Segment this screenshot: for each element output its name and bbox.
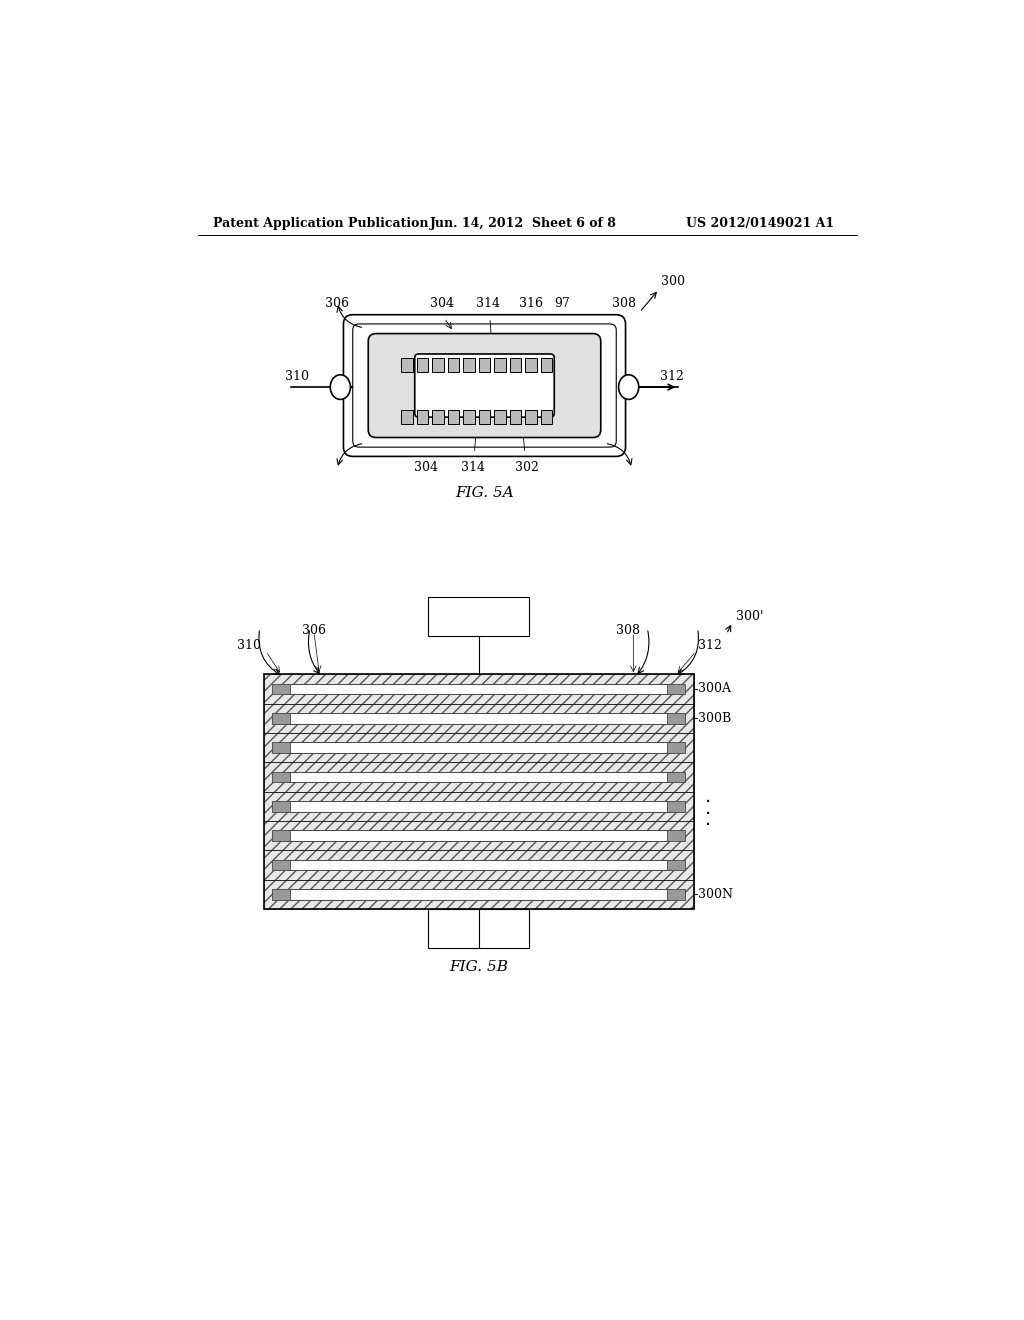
Bar (541, 411, 552, 424)
Bar (478, 411, 490, 424)
Ellipse shape (331, 375, 350, 400)
FancyBboxPatch shape (369, 334, 601, 437)
Bar (447, 358, 460, 372)
Text: 314: 314 (476, 297, 501, 310)
Text: 308: 308 (612, 297, 636, 310)
Text: 310: 310 (285, 370, 309, 383)
Text: 300B: 300B (697, 711, 731, 725)
FancyBboxPatch shape (352, 323, 616, 447)
Bar (667, 772, 685, 783)
Text: FIG. 5B: FIG. 5B (450, 960, 508, 974)
Text: 304: 304 (415, 461, 438, 474)
Text: Jun. 14, 2012  Sheet 6 of 8: Jun. 14, 2012 Sheet 6 of 8 (430, 218, 617, 231)
Bar (288, 684, 670, 694)
Bar (263, 675, 693, 909)
Text: .: . (705, 787, 711, 807)
Bar (417, 411, 428, 424)
Bar (263, 880, 693, 909)
Bar (432, 358, 443, 372)
Bar (272, 684, 290, 694)
Bar (263, 792, 693, 821)
Bar (667, 713, 685, 723)
Bar (272, 742, 290, 752)
Bar (495, 358, 506, 372)
Text: 310: 310 (238, 639, 261, 652)
Ellipse shape (618, 375, 639, 400)
Bar (428, 598, 529, 636)
Text: 312: 312 (697, 639, 722, 652)
Bar (401, 358, 413, 372)
FancyBboxPatch shape (343, 314, 626, 457)
Text: Patent Application Publication: Patent Application Publication (213, 218, 429, 231)
Bar (447, 411, 460, 424)
Bar (525, 358, 537, 372)
Bar (288, 742, 670, 752)
Text: 300N: 300N (697, 888, 732, 902)
Bar (667, 684, 685, 694)
Bar (288, 772, 670, 783)
Bar (667, 742, 685, 752)
Bar (288, 859, 670, 870)
Text: 300A: 300A (697, 682, 731, 696)
Text: 300': 300' (736, 610, 764, 623)
Bar (525, 411, 537, 424)
Text: 316: 316 (519, 297, 543, 310)
Text: .: . (705, 799, 711, 817)
Bar (288, 801, 670, 812)
Bar (417, 358, 428, 372)
Bar (401, 411, 413, 424)
Bar (272, 830, 290, 841)
Bar (541, 358, 552, 372)
Bar (478, 358, 490, 372)
Text: 306: 306 (302, 624, 326, 638)
Text: US 2012/0149021 A1: US 2012/0149021 A1 (686, 218, 835, 231)
Bar (667, 801, 685, 812)
Bar (667, 890, 685, 900)
Bar (272, 859, 290, 870)
Bar (272, 713, 290, 723)
Text: 312: 312 (660, 370, 684, 383)
Text: 97: 97 (554, 297, 570, 310)
Text: 306: 306 (325, 297, 349, 310)
Bar (463, 358, 475, 372)
Bar (288, 890, 670, 900)
Text: 314: 314 (461, 461, 485, 474)
Bar (272, 801, 290, 812)
Text: 304: 304 (430, 297, 454, 310)
Bar (432, 411, 443, 424)
Bar (667, 859, 685, 870)
Text: .: . (705, 810, 711, 829)
Text: FIG. 5A: FIG. 5A (455, 486, 514, 500)
Bar (263, 850, 693, 880)
Bar (263, 763, 693, 792)
Bar (263, 675, 693, 704)
Bar (510, 358, 521, 372)
Bar (463, 411, 475, 424)
Text: 316: 316 (467, 624, 490, 638)
Bar (667, 830, 685, 841)
Bar (263, 704, 693, 733)
Bar (263, 733, 693, 763)
Bar (263, 821, 693, 850)
Bar (510, 411, 521, 424)
Text: 302: 302 (515, 461, 539, 474)
Bar (272, 772, 290, 783)
Bar (288, 713, 670, 723)
Bar (495, 411, 506, 424)
Bar (288, 830, 670, 841)
Text: 300: 300 (662, 275, 685, 288)
Bar (272, 890, 290, 900)
Bar (428, 909, 529, 948)
Text: 308: 308 (615, 624, 640, 638)
FancyBboxPatch shape (415, 354, 554, 417)
